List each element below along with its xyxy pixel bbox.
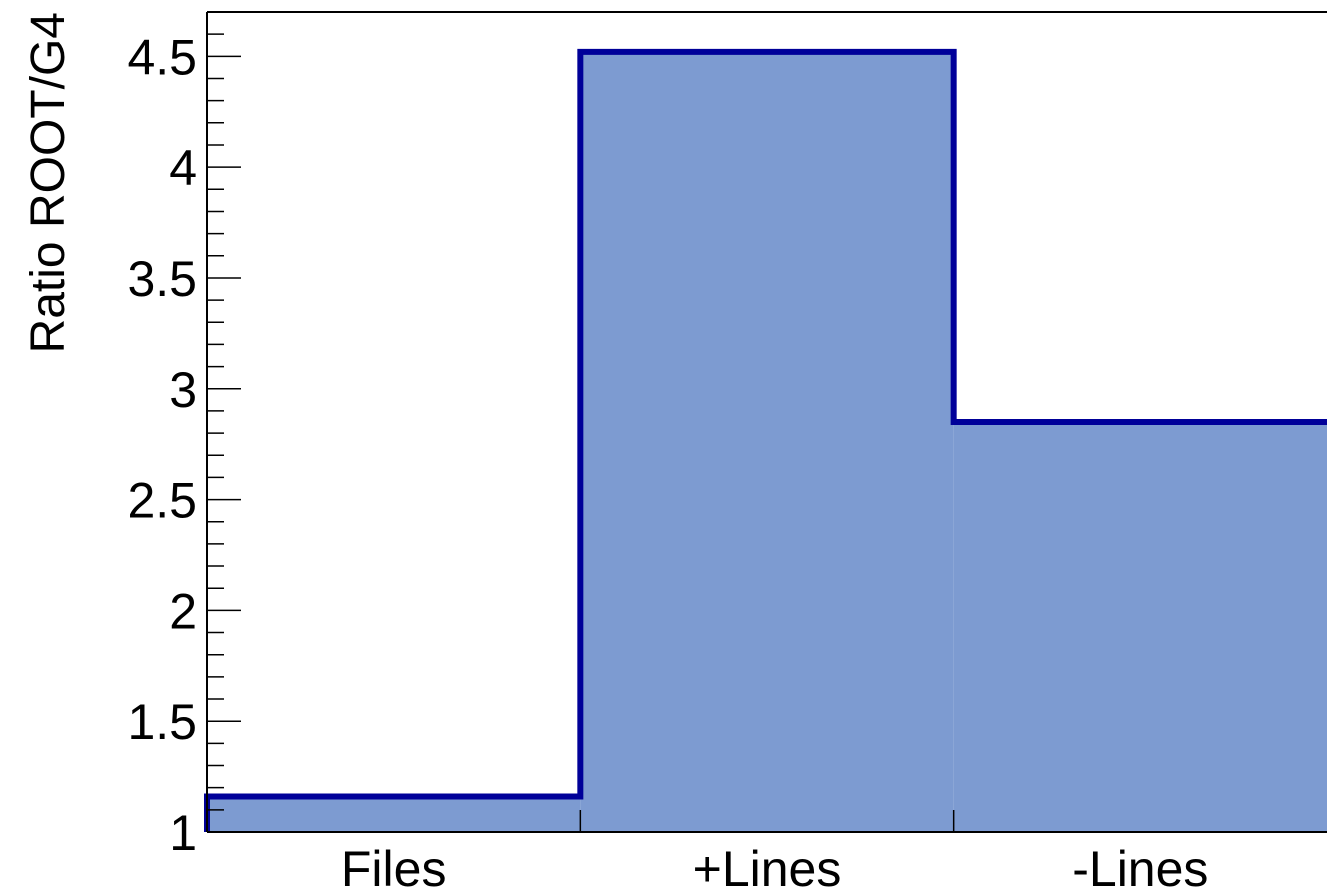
y-tick-label: 2.5 — [127, 473, 197, 529]
x-axis-ticks: Files +Lines -Lines — [341, 810, 1208, 895]
y-tick-label: 1.5 — [127, 694, 197, 750]
y-tick-label: 3 — [169, 362, 197, 418]
axes — [206, 11, 1327, 833]
bar-2 — [580, 51, 954, 832]
y-tick-label: 3.5 — [127, 251, 197, 307]
bar-1 — [207, 796, 581, 832]
x-category-label: Files — [341, 841, 447, 895]
x-category-label: -Lines — [1072, 841, 1208, 895]
y-tick-label: 4.5 — [127, 29, 197, 85]
y-axis-ticks: 1 1.5 2 2.5 3 3.5 4 4.5 — [127, 11, 241, 861]
x-category-label: +Lines — [693, 841, 842, 895]
y-axis-title: Ratio ROOT/G4 — [22, 12, 75, 353]
y-tick-label: 1 — [169, 805, 197, 861]
y-tick-label: 2 — [169, 583, 197, 639]
y-tick-label: 4 — [169, 140, 197, 196]
bar-3 — [953, 422, 1327, 832]
bar-fill-layer — [207, 51, 1327, 832]
